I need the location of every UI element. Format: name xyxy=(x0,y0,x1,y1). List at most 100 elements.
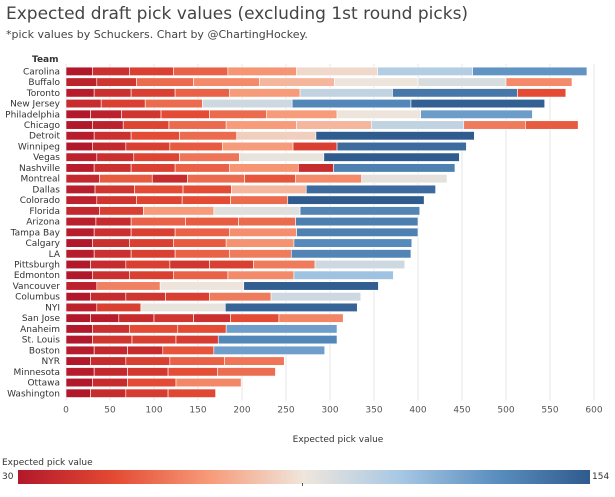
team-label: Columbus xyxy=(15,293,60,303)
bar-segment xyxy=(293,270,394,280)
bar-segment xyxy=(65,367,95,377)
bar-segment xyxy=(239,152,325,162)
bar-segment xyxy=(167,367,218,377)
bar-segment xyxy=(134,184,184,194)
bar-segment xyxy=(296,66,378,76)
bar-segment xyxy=(93,249,132,259)
team-label: LA xyxy=(49,250,61,260)
team-label: Detroit xyxy=(29,132,61,142)
bar-segment xyxy=(323,152,460,162)
bar-segment xyxy=(410,99,546,109)
bar-segment xyxy=(140,302,226,312)
bar-segment xyxy=(174,88,230,98)
team-label: Pittsburgh xyxy=(14,261,60,271)
bar-segment xyxy=(298,163,334,173)
team-label: Buffalo xyxy=(28,78,60,88)
bar-segment xyxy=(169,356,225,366)
bar-segment xyxy=(505,77,573,87)
bar-segment xyxy=(136,195,183,205)
bar-segment xyxy=(244,174,296,184)
bar-segment xyxy=(209,259,254,270)
bar-segment xyxy=(299,206,421,216)
bar-segment xyxy=(130,227,176,237)
bar-segment xyxy=(299,88,393,98)
bar-segment xyxy=(193,77,260,87)
bar-segment xyxy=(291,99,412,109)
bar-segment xyxy=(222,141,294,152)
team-label: Washington xyxy=(7,389,60,399)
bar-segment xyxy=(333,163,456,173)
bar-segment xyxy=(92,238,130,248)
bar-segment xyxy=(179,131,238,141)
bar-segment xyxy=(129,238,174,248)
bar-segment xyxy=(121,109,162,119)
team-label: Philadelphia xyxy=(5,110,60,120)
bar-segment xyxy=(270,292,362,302)
bar-segment xyxy=(305,184,436,194)
bar-segment xyxy=(217,367,276,377)
grid-lines xyxy=(65,64,595,401)
color-legend-title: Expected pick value xyxy=(2,458,93,468)
bar-segment xyxy=(230,313,280,323)
bar-segment xyxy=(65,184,96,194)
bar-segment xyxy=(243,281,379,291)
bar-segment xyxy=(168,120,227,130)
x-tick-label: 0 xyxy=(63,406,69,416)
bar-segment xyxy=(65,281,98,291)
bar-segment xyxy=(315,131,475,141)
bar-segment xyxy=(229,249,292,259)
bar-segment xyxy=(130,249,176,259)
bar-segment xyxy=(174,227,230,237)
bar-segment xyxy=(65,345,95,355)
bar-segment xyxy=(371,120,465,130)
bar-segment xyxy=(229,88,301,98)
bar-segment xyxy=(93,227,132,237)
bar-segment xyxy=(130,88,176,98)
bar-segment xyxy=(336,141,467,152)
team-label: Minnesota xyxy=(14,368,60,378)
bar-segment xyxy=(95,217,132,227)
bar-segment xyxy=(65,388,91,398)
bar-segment xyxy=(130,217,186,227)
color-legend-max: 154 xyxy=(592,472,610,482)
bar-segment xyxy=(472,66,588,76)
bar-segment xyxy=(173,238,227,248)
bar-segment xyxy=(225,324,338,334)
bar-segment xyxy=(96,281,161,291)
bar-segment xyxy=(295,174,362,184)
x-axis-title: Expected pick value xyxy=(293,435,384,445)
bar-segment xyxy=(213,345,326,355)
bar-segment xyxy=(65,292,91,302)
bar-segment xyxy=(420,109,533,119)
x-tick-label: 100 xyxy=(145,406,162,416)
bar-segment xyxy=(225,120,297,130)
team-label: Edmonton xyxy=(14,271,60,281)
team-label: Toronto xyxy=(26,89,61,99)
bar-segment xyxy=(293,238,413,248)
bar-segment xyxy=(314,259,406,270)
bar-segment xyxy=(169,141,223,152)
bar-segment xyxy=(296,120,372,130)
bar-segment xyxy=(361,174,448,184)
bar-segment xyxy=(122,120,170,130)
bar-segment xyxy=(92,324,130,334)
bar-segment xyxy=(65,163,95,173)
bar-segment xyxy=(65,131,95,141)
bar-segment xyxy=(125,141,171,152)
bar-segment xyxy=(65,99,102,109)
bar-segment xyxy=(92,270,130,280)
bar-segment xyxy=(93,131,132,141)
team-label: NYR xyxy=(42,357,60,367)
bars xyxy=(65,66,588,398)
bar-segment xyxy=(65,302,98,312)
team-label: Montreal xyxy=(20,175,60,185)
bar-segment xyxy=(130,131,180,141)
bar-segment xyxy=(125,356,171,366)
bar-segment xyxy=(253,259,316,270)
team-label: Vegas xyxy=(33,153,60,163)
bar-segment xyxy=(65,88,95,98)
bar-segment xyxy=(92,141,127,152)
x-tick-label: 400 xyxy=(409,406,426,416)
team-label: Anaheim xyxy=(20,325,60,335)
